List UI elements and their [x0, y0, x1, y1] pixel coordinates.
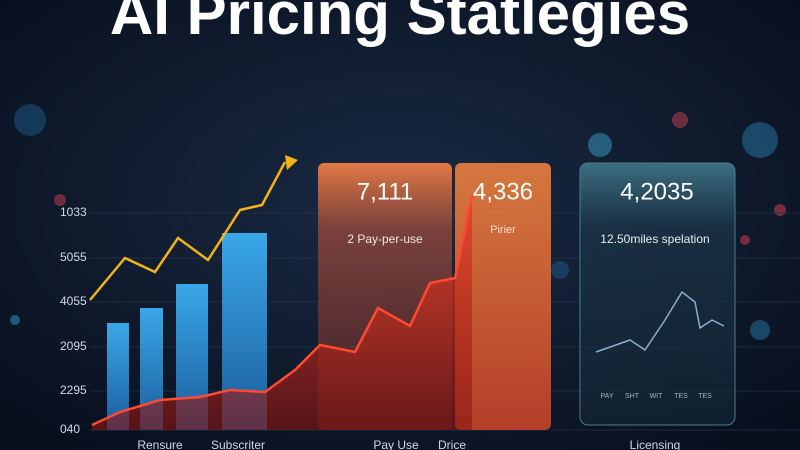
x-axis-label: Licensing [630, 438, 681, 450]
y-axis-label: 2295 [60, 383, 87, 397]
area [92, 195, 472, 430]
x-axis-label: Pay Use [373, 438, 419, 450]
y-axis-label: 4055 [60, 294, 87, 308]
mini-axis-label: TES [698, 393, 712, 400]
y-axis-label: 040 [60, 422, 80, 436]
card [579, 162, 736, 426]
mini-axis-label: PAY [601, 393, 614, 400]
mini-line [595, 290, 725, 353]
mini-axis-label: SHT [625, 393, 640, 400]
area-line [91, 194, 474, 427]
trend-line [89, 161, 287, 301]
y-axis-label: 5055 [60, 250, 87, 264]
card-label: 2 Pay-per-use [347, 232, 423, 246]
card-value: 4,336 [473, 178, 533, 205]
mini-axis-label: TES [674, 393, 688, 400]
y-axis-label: 1033 [60, 205, 87, 219]
arrow [285, 155, 298, 170]
y-axis-label: 2095 [60, 339, 87, 353]
card-value: 4,2035 [620, 178, 693, 205]
mini-axis-label: WIT [650, 393, 664, 400]
card [455, 163, 551, 430]
card-label: 12.50miles spelation [600, 232, 709, 246]
title: AI Pricing Statlegies [110, 0, 690, 47]
x-axis-label: Drice [438, 438, 466, 450]
card-label: Pirier [490, 224, 516, 236]
x-axis-label: Subscriter [211, 438, 265, 450]
card-value: 7,111 [357, 178, 414, 205]
x-axis-label: Rensure [137, 438, 183, 450]
